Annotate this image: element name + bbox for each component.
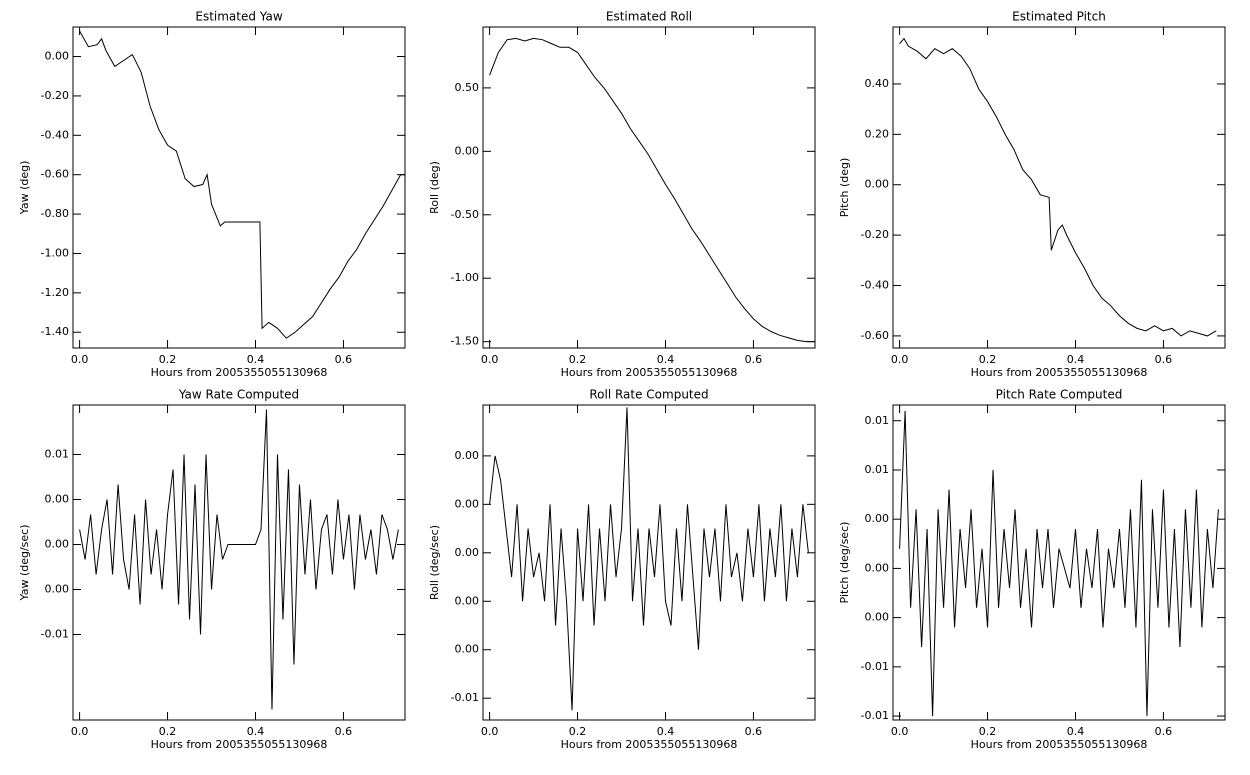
y-tick-label: 0.01 (865, 463, 890, 476)
chart-title: Pitch Rate Computed (996, 388, 1123, 402)
x-tick-label: 0.2 (159, 725, 177, 738)
data-line (489, 407, 809, 711)
y-tick-label: -1.00 (451, 271, 479, 284)
y-tick-label: -0.01 (451, 691, 479, 704)
chart-title: Roll Rate Computed (589, 388, 708, 402)
y-axis-label: Yaw (deg) (18, 161, 31, 216)
x-axis-label: Hours from 2005355055130968 (971, 366, 1148, 379)
y-tick-label: 0.00 (45, 538, 70, 551)
data-line (899, 410, 1219, 717)
y-tick-label: 0.40 (865, 77, 890, 90)
plot-frame (72, 26, 406, 349)
y-tick-label: 0.00 (455, 144, 480, 157)
x-tick-label: 0.0 (481, 353, 499, 366)
x-tick-label: 0.0 (891, 353, 909, 366)
y-tick-label: 0.00 (45, 583, 70, 596)
y-tick-label: -0.01 (41, 628, 69, 641)
y-tick-label: 0.50 (455, 81, 480, 94)
x-tick-label: 0.2 (159, 353, 177, 366)
x-tick-label: 0.6 (745, 353, 763, 366)
x-axis-label: Hours from 2005355055130968 (151, 366, 328, 379)
y-tick-label: 0.01 (865, 414, 890, 427)
y-tick-label: 0.00 (455, 449, 480, 462)
x-tick-label: 0.2 (569, 725, 587, 738)
y-tick-label: -0.40 (41, 128, 69, 141)
y-tick-label: 0.00 (455, 594, 480, 607)
chart-title: Estimated Pitch (1012, 10, 1106, 24)
x-tick-label: 0.6 (745, 725, 763, 738)
plot-frame (892, 404, 1226, 721)
x-tick-label: 0.4 (657, 353, 675, 366)
y-tick-label: 0.00 (455, 643, 480, 656)
data-line (489, 37, 815, 343)
y-tick-label: 0.00 (455, 546, 480, 559)
x-tick-label: 0.0 (481, 725, 499, 738)
y-tick-label: -0.60 (41, 168, 69, 181)
x-tick-label: 0.0 (891, 725, 909, 738)
x-tick-label: 0.0 (71, 725, 89, 738)
x-tick-label: 0.6 (1155, 725, 1173, 738)
y-axis-label: Roll (deg) (428, 161, 441, 214)
y-tick-label: -0.20 (861, 228, 889, 241)
y-axis-label: Pitch (deg) (838, 158, 851, 218)
plot-frame (892, 26, 1226, 349)
y-tick-label: 0.00 (865, 178, 890, 191)
x-axis-label: Hours from 2005355055130968 (561, 738, 738, 751)
x-tick-label: 0.4 (657, 725, 675, 738)
y-tick-label: 0.01 (45, 448, 70, 461)
data-line (899, 37, 1217, 337)
x-axis-label: Hours from 2005355055130968 (561, 366, 738, 379)
y-axis-label: Yaw (deg/sec) (18, 524, 31, 601)
y-axis-label: Pitch (deg/sec) (838, 522, 851, 604)
x-axis-label: Hours from 2005355055130968 (971, 738, 1148, 751)
plot-frame (72, 404, 406, 721)
x-tick-label: 0.4 (1067, 725, 1085, 738)
y-tick-label: 0.00 (865, 611, 890, 624)
y-tick-label: -1.00 (41, 246, 69, 259)
y-tick-label: -0.80 (41, 207, 69, 220)
y-tick-label: -1.40 (41, 325, 69, 338)
y-tick-label: -0.60 (861, 329, 889, 342)
x-axis-label: Hours from 2005355055130968 (151, 738, 328, 751)
x-tick-label: 0.2 (569, 353, 587, 366)
y-tick-label: 0.00 (865, 512, 890, 525)
y-tick-label: 0.00 (455, 497, 480, 510)
x-tick-label: 0.6 (335, 353, 353, 366)
chart-title: Yaw Rate Computed (178, 388, 299, 402)
y-tick-label: 0.20 (865, 127, 890, 140)
x-tick-label: 0.2 (979, 725, 997, 738)
x-tick-label: 0.6 (1155, 353, 1173, 366)
x-tick-label: 0.2 (979, 353, 997, 366)
y-tick-label: -0.01 (861, 660, 889, 673)
y-tick-label: -0.20 (41, 89, 69, 102)
plot-frame (482, 404, 816, 721)
x-tick-label: 0.4 (247, 725, 265, 738)
y-tick-label: -0.01 (861, 709, 889, 722)
y-tick-label: -1.20 (41, 286, 69, 299)
y-tick-label: 0.00 (45, 493, 70, 506)
x-tick-label: 0.6 (335, 725, 353, 738)
x-tick-label: 0.0 (71, 353, 89, 366)
x-tick-label: 0.4 (1067, 353, 1085, 366)
y-tick-label: -0.50 (451, 208, 479, 221)
y-axis-label: Roll (deg/sec) (428, 525, 441, 600)
x-tick-label: 0.4 (247, 353, 265, 366)
data-line (79, 409, 399, 710)
y-tick-label: 0.00 (865, 561, 890, 574)
chart-title: Estimated Yaw (195, 10, 282, 24)
y-tick-label: -1.50 (451, 335, 479, 348)
y-tick-label: 0.00 (45, 50, 70, 63)
chart-title: Estimated Roll (606, 10, 692, 24)
plot-frame (482, 26, 816, 349)
y-tick-label: -0.40 (861, 279, 889, 292)
data-line (79, 30, 405, 339)
